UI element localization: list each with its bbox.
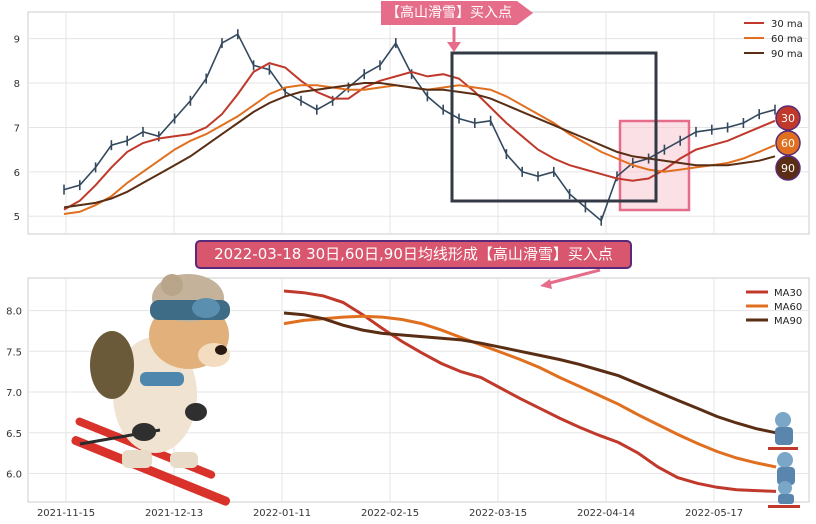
bottom-y-tick-label: 6.0 (6, 469, 22, 480)
badge-60: 60 (781, 137, 795, 150)
top-y-tick-label: 7 (14, 123, 20, 134)
focus-box (450, 51, 658, 203)
legend-ma60: MA60 (774, 302, 802, 313)
bottom-y-tick-label: 7.5 (6, 347, 22, 358)
bottom-y-ticks: 6.0 6.5 7.0 7.5 8.0 (6, 307, 22, 481)
bottom-series-line-1 (283, 314, 777, 469)
bottom-ma-lines (283, 289, 777, 493)
bottom-x-tick-label: 2022-05-17 (685, 508, 743, 519)
bottom-x-tick-label: 2022-02-15 (361, 508, 419, 519)
bottom-x-tick-label: 2022-03-15 (469, 508, 527, 519)
bottom-x-tick-label: 2022-04-14 (577, 508, 635, 519)
top-panel: 5 6 7 8 9 30 ma 60 ma 90 ma 30 60 90 (14, 1, 810, 235)
badge-30: 30 (781, 112, 795, 125)
bottom-x-tick-label: 2021-11-15 (37, 508, 95, 519)
top-banner-arrow (381, 1, 533, 25)
top-plot-area (27, 11, 810, 235)
bottom-series-line-2 (283, 311, 777, 435)
legend-ma90: MA90 (774, 316, 802, 327)
signal-banner: 2022-03-18 30日,60日,90日均线形成【高山滑雪】买入点 (195, 240, 632, 269)
bottom-y-tick-label: 7.0 (6, 388, 22, 399)
bottom-y-tick-label: 6.5 (6, 429, 22, 440)
bottom-x-ticks: 2021-11-15 2021-12-13 2022-01-11 2022-02-15… (37, 508, 743, 519)
legend-ma30: MA30 (774, 288, 802, 299)
bottom-legend: MA30 MA60 MA90 (746, 288, 802, 327)
top-y-ticks: 5 6 7 8 9 (14, 35, 20, 224)
ma-badges: 30 60 90 (775, 105, 801, 181)
bottom-y-tick-label: 8.0 (6, 307, 22, 318)
top-banner-label: 【高山滑雪】买入点 (386, 5, 512, 21)
legend-90ma: 90 ma (771, 49, 803, 60)
top-y-tick-label: 6 (14, 168, 20, 179)
banner-pointer-arrow (545, 268, 601, 286)
top-legend: 30 ma 60 ma 90 ma (744, 19, 803, 60)
top-y-tick-label: 8 (14, 79, 20, 90)
top-gridlines (28, 12, 809, 234)
legend-60ma: 60 ma (771, 34, 803, 45)
dog-skier-illustration (71, 274, 231, 506)
bottom-x-tick-label: 2021-12-13 (145, 508, 203, 519)
legend-30ma: 30 ma (771, 19, 803, 30)
small-skier-figure (768, 412, 800, 508)
badge-90: 90 (781, 162, 795, 175)
top-y-tick-label: 9 (14, 35, 20, 46)
top-y-tick-label: 5 (14, 212, 20, 223)
bottom-x-tick-label: 2022-01-11 (253, 508, 311, 519)
bottom-panel: 6.0 6.5 7.0 7.5 8.0 2021-11-15 2021-12-13 2022… (6, 268, 810, 519)
